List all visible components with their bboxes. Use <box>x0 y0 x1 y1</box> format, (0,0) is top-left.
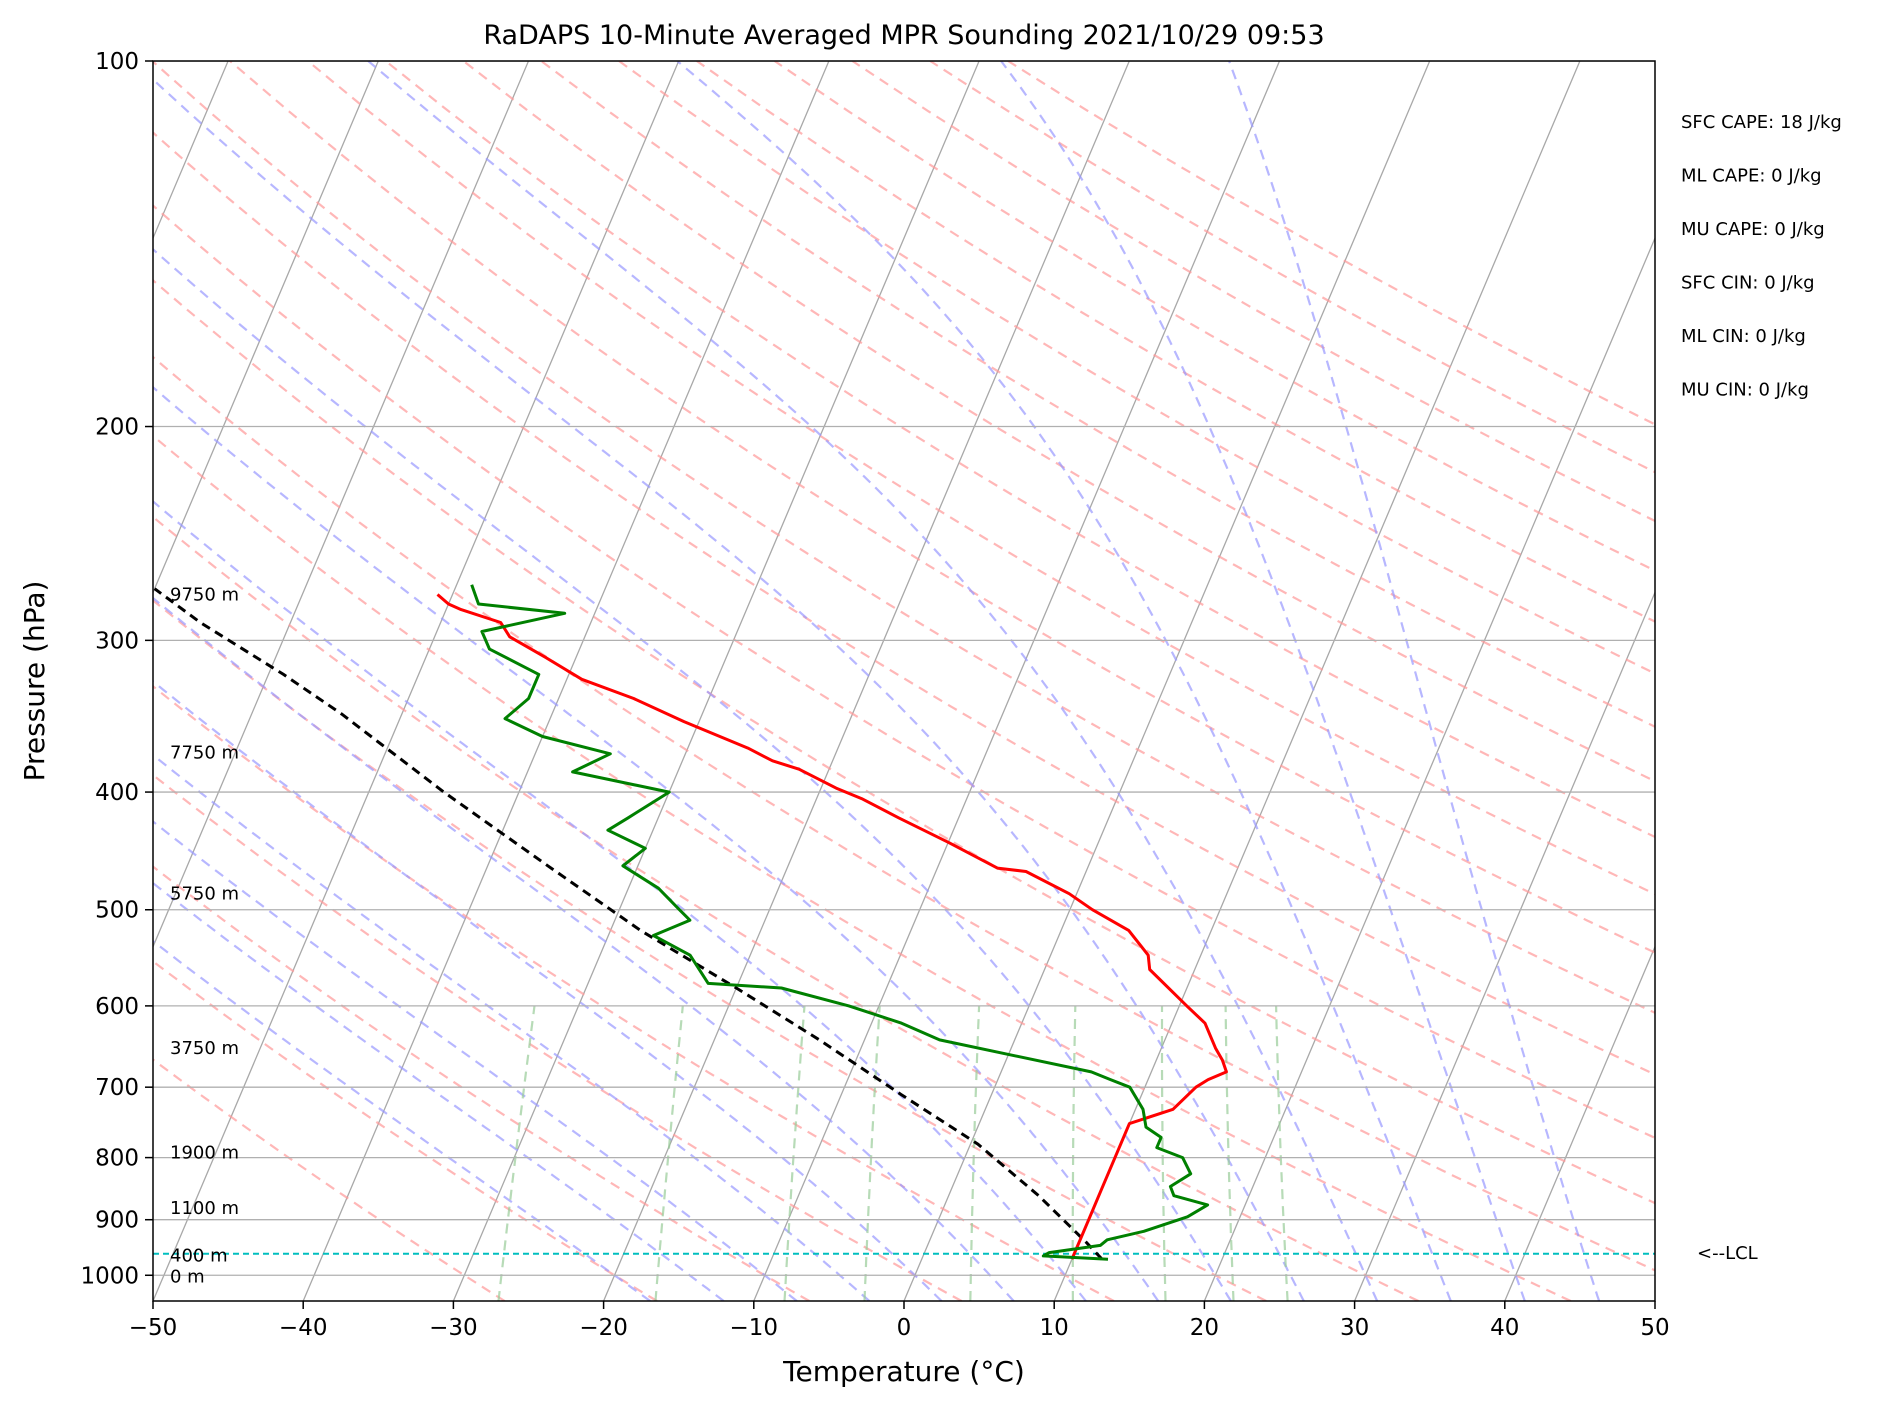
moist-adiabat-line <box>153 500 1087 1301</box>
y-tick-label: 400 <box>95 780 139 806</box>
moist-adiabat-line <box>367 61 1379 1301</box>
y-tick-label: 800 <box>95 1146 139 1172</box>
lcl-label: <--LCL <box>1697 1243 1758 1264</box>
height-label: 7750 m <box>170 742 239 763</box>
moist-adiabat-line <box>1228 61 1601 1301</box>
dry-adiabat-line <box>153 515 1419 1301</box>
moist-adiabat-line <box>153 247 1232 1301</box>
height-label: 400 m <box>170 1245 228 1266</box>
moist-adiabat-line <box>153 881 725 1301</box>
isotherm-line <box>302 61 830 1301</box>
mixing-ratio-line <box>1224 1005 1235 1301</box>
y-tick-label: 300 <box>95 628 139 654</box>
dry-adiabat-line <box>153 684 1115 1301</box>
mixing-ratio-line <box>497 1005 536 1301</box>
moist-adiabat-line <box>153 385 1160 1301</box>
isotherm-line <box>1354 590 1655 1301</box>
isotherm-line <box>153 61 530 949</box>
stat-line: SFC CIN: 0 J/kg <box>1681 273 1815 294</box>
data-line-group <box>153 584 1655 1261</box>
dry-adiabat-line <box>153 131 1655 1076</box>
x-tick-label: −20 <box>579 1315 628 1341</box>
x-tick-label: −30 <box>429 1315 478 1341</box>
height-label: 3750 m <box>170 1038 239 1059</box>
x-axis-ticks: −50 −40 −30 −20 −10 0 10 20 30 40 50 <box>129 1301 1670 1341</box>
height-label: 0 m <box>170 1266 205 1287</box>
y-axis-label: Pressure (hPa) <box>18 581 51 782</box>
dry-adiabat-line <box>618 61 1655 675</box>
isotherm-line <box>153 61 680 1301</box>
height-label: 1100 m <box>170 1198 239 1219</box>
y-tick-label: 900 <box>95 1208 139 1234</box>
mixing-ratio-line <box>1275 1005 1289 1301</box>
height-label: 5750 m <box>170 884 239 905</box>
isotherm-line <box>603 61 1130 1301</box>
x-tick-label: 10 <box>1040 1315 1069 1341</box>
moist-adiabat-line <box>153 680 943 1301</box>
dry-adiabat-line <box>153 598 1267 1301</box>
x-tick-label: −50 <box>129 1315 178 1341</box>
x-tick-label: 50 <box>1640 1315 1669 1341</box>
pressure-gridlines <box>153 61 1655 1276</box>
isotherm-line <box>153 61 379 595</box>
dry-adiabat-line <box>307 61 1655 896</box>
y-axis-ticks: 100 200 300 400 500 600 700 800 900 1000 <box>80 49 153 1289</box>
isotherm-line <box>1053 61 1581 1301</box>
moist-adiabat-line <box>153 77 1305 1301</box>
isotherm-line <box>753 61 1281 1301</box>
height-label: 9750 m <box>170 584 239 605</box>
stat-line: ML CIN: 0 J/kg <box>1681 326 1806 347</box>
isotherm-line <box>452 61 980 1301</box>
isotherm-line <box>1203 236 1655 1301</box>
isotherm-line <box>903 61 1431 1301</box>
x-tick-label: 0 <box>897 1315 912 1341</box>
height-label: 1900 m <box>170 1142 239 1163</box>
moist-adiabat-line <box>153 939 651 1301</box>
parcel-statistics: SFC CAPE: 18 J/kg ML CAPE: 0 J/kg MU CAPE:… <box>1681 112 1842 401</box>
y-tick-label: 600 <box>95 994 139 1020</box>
background-line-group <box>153 61 1655 1301</box>
x-tick-label: −10 <box>730 1315 779 1341</box>
moist-adiabat-line <box>1000 61 1526 1301</box>
stat-line: MU CAPE: 0 J/kg <box>1681 219 1825 240</box>
dry-adiabat-line <box>153 278 1655 1205</box>
moist-adiabat-line <box>676 61 1452 1301</box>
x-tick-label: −40 <box>279 1315 328 1341</box>
dry-adiabat-line <box>153 434 1572 1301</box>
mixing-ratio-line <box>783 1005 806 1301</box>
parcel-profile-line <box>153 587 1104 1261</box>
stat-line: MU CIN: 0 J/kg <box>1681 380 1809 401</box>
dry-adiabat-line <box>384 61 1655 839</box>
moist-adiabat-line <box>153 820 798 1301</box>
mixing-ratio-line <box>1160 1005 1167 1301</box>
mixing-ratio-line <box>1071 1005 1077 1301</box>
y-tick-label: 100 <box>95 49 139 75</box>
dewpoint-line <box>470 584 1210 1261</box>
dry-adiabat-line <box>153 1058 506 1301</box>
mixing-ratio-line <box>863 1005 881 1301</box>
y-tick-label: 700 <box>95 1075 139 1101</box>
stat-line: ML CAPE: 0 J/kg <box>1681 166 1822 187</box>
dry-adiabat-line <box>153 355 1655 1272</box>
x-axis-label: Temperature (°C) <box>782 1355 1025 1388</box>
isotherm-line <box>1504 945 1655 1301</box>
mixing-ratio-line <box>654 1005 684 1301</box>
y-tick-label: 200 <box>95 415 139 441</box>
temperature-line <box>436 593 1228 1260</box>
dry-adiabat-line <box>696 61 1655 623</box>
dry-adiabat-line <box>153 773 963 1301</box>
stat-line: SFC CAPE: 18 J/kg <box>1681 112 1842 133</box>
x-tick-label: 40 <box>1490 1315 1519 1341</box>
x-tick-label: 20 <box>1190 1315 1219 1341</box>
height-label-group: 9750 m 7750 m 5750 m 3750 m 1900 m 1100 m 400 … <box>170 584 239 1287</box>
dry-adiabat-line <box>153 61 1655 1015</box>
y-tick-label: 500 <box>95 898 139 924</box>
mixing-ratio-line <box>969 1005 981 1301</box>
y-tick-label: 1000 <box>80 1263 139 1289</box>
plot-frame <box>152 60 1656 1302</box>
x-tick-label: 30 <box>1340 1315 1369 1341</box>
moist-adiabat-line <box>153 596 1015 1301</box>
chart-title: RaDAPS 10-Minute Averaged MPR Sounding 2… <box>483 20 1324 51</box>
